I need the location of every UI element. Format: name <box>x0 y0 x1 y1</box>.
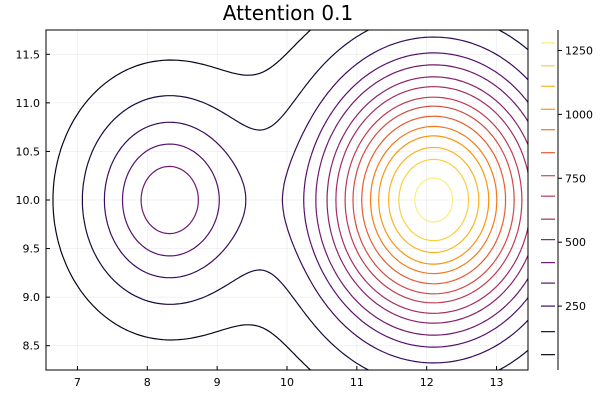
grid-lines <box>46 30 528 370</box>
contour-level <box>378 135 490 265</box>
contour-level <box>344 96 523 304</box>
contour-level <box>140 64 529 336</box>
contour-level <box>335 86 529 314</box>
contour-level <box>81 29 529 371</box>
y-tick-label: 11.0 <box>16 97 41 110</box>
y-tick-label: 8.5 <box>23 340 41 353</box>
x-tick-label: 10 <box>280 376 294 389</box>
colorbar-tick-label: 750 <box>565 172 586 185</box>
contour-level <box>369 125 498 275</box>
contour-level <box>398 158 470 242</box>
colorbar-tick-label: 1000 <box>565 108 593 121</box>
colorbar-tick-label: 1250 <box>565 44 593 57</box>
y-tick-label: 10.0 <box>16 194 41 207</box>
contour-level <box>326 76 529 324</box>
contour-level <box>414 177 454 223</box>
contour-level <box>121 52 529 348</box>
y-axis: 8.5 9.0 9.5 10.0 10.5 11.0 11.5 <box>16 48 50 353</box>
contour-level <box>361 115 507 285</box>
x-tick-label: 13 <box>490 376 504 389</box>
colorbar-tick-label: 500 <box>565 236 586 249</box>
x-tick-label: 12 <box>420 376 434 389</box>
y-tick-label: 11.5 <box>16 48 41 61</box>
x-tick-label: 9 <box>214 376 221 389</box>
colorbar: 250 500 750 1000 1250 <box>541 30 593 370</box>
y-tick-label: 10.5 <box>16 145 41 158</box>
x-tick-label: 8 <box>144 376 151 389</box>
x-tick-label: 7 <box>74 376 81 389</box>
x-axis: 7 8 9 10 11 12 13 <box>74 366 504 389</box>
contour-level <box>352 105 515 295</box>
x-tick-label: 11 <box>350 376 364 389</box>
contour-lines <box>52 29 529 371</box>
contour-level <box>52 29 311 371</box>
chart-title: Attention 0.1 <box>223 1 353 25</box>
colorbar-tick-label: 250 <box>565 300 586 313</box>
contour-level <box>103 36 529 364</box>
contour-level <box>388 146 480 254</box>
y-tick-label: 9.5 <box>23 243 41 256</box>
y-tick-label: 9.0 <box>23 291 41 304</box>
